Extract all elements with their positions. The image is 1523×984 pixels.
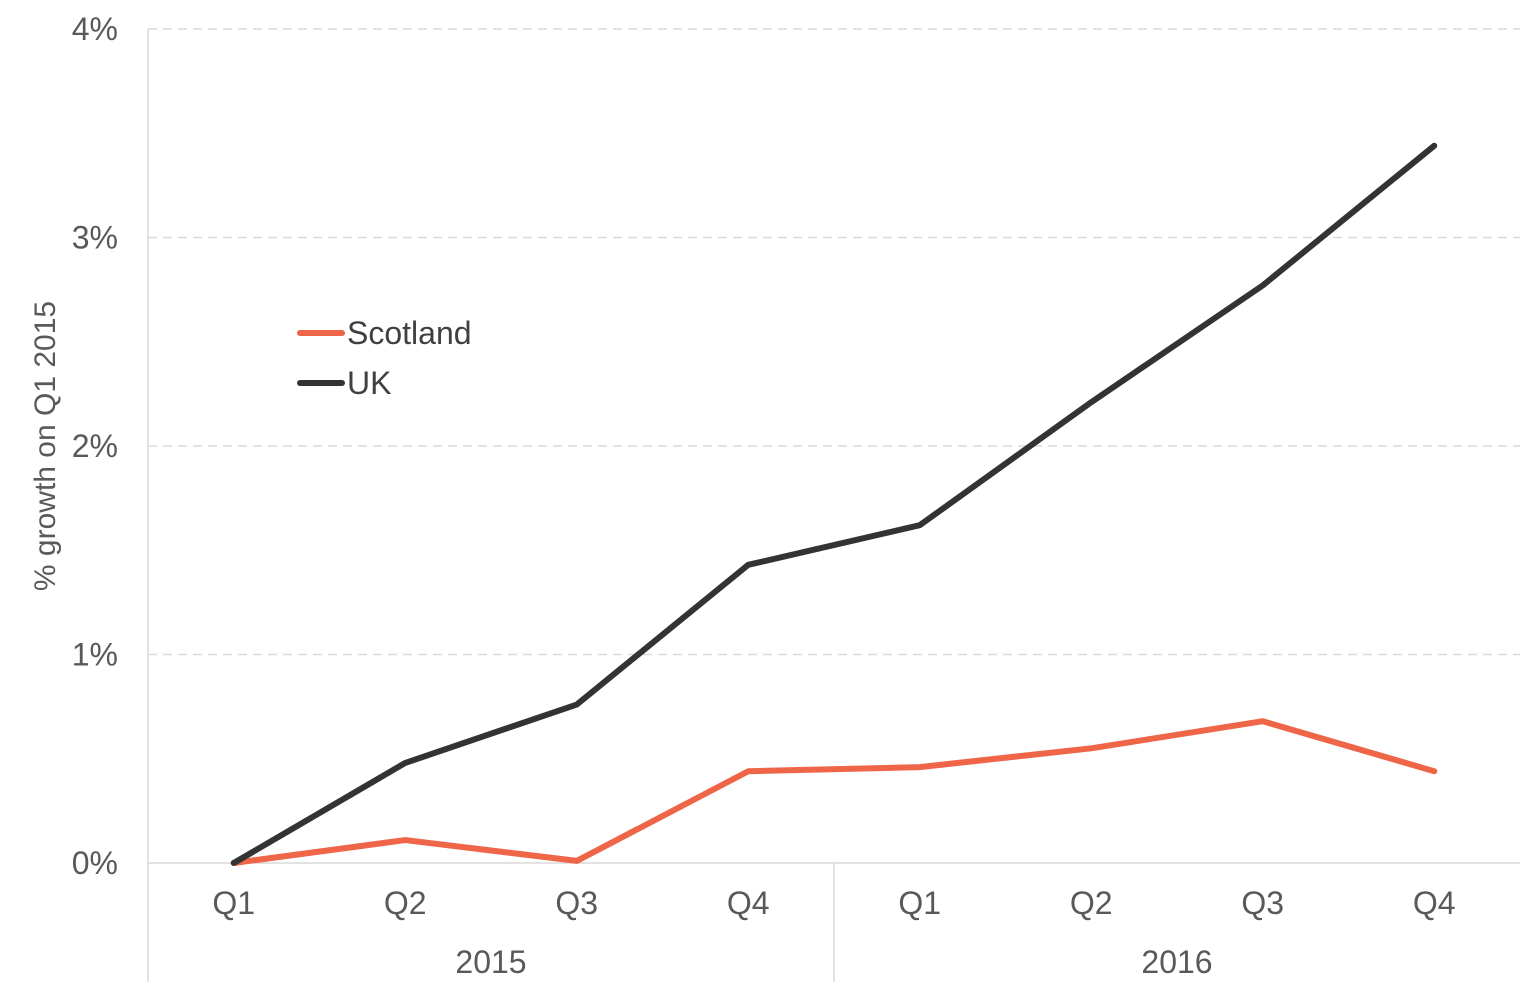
year-group-labels: 2015 2016 bbox=[455, 944, 1212, 980]
y-axis-title: % growth on Q1 2015 bbox=[29, 301, 62, 591]
y-tick-label: 2% bbox=[72, 428, 118, 464]
x-tick-label: Q4 bbox=[1413, 885, 1456, 921]
y-tick-label: 1% bbox=[72, 637, 118, 673]
x-tick-label: Q3 bbox=[1241, 885, 1284, 921]
series-line-scotland bbox=[230, 718, 1438, 866]
x-tick-label: Q1 bbox=[898, 885, 941, 921]
legend-label-uk: UK bbox=[347, 365, 391, 401]
y-tick-labels: 0% 1% 2% 3% 4% bbox=[72, 11, 118, 881]
x-tick-label: Q2 bbox=[1070, 885, 1113, 921]
legend: Scotland UK bbox=[297, 315, 472, 401]
gridlines bbox=[148, 28, 1520, 656]
axes bbox=[147, 29, 1520, 982]
y-tick-label: 0% bbox=[72, 845, 118, 881]
legend-label-scotland: Scotland bbox=[347, 315, 472, 351]
series-lines bbox=[230, 142, 1438, 866]
x-tick-label: Q3 bbox=[555, 885, 598, 921]
x-tick-label: Q2 bbox=[384, 885, 427, 921]
y-tick-label: 4% bbox=[72, 11, 118, 47]
x-tick-label: Q4 bbox=[727, 885, 770, 921]
series-line-uk bbox=[230, 142, 1438, 866]
x-tick-label: Q1 bbox=[212, 885, 255, 921]
year-group-label: 2015 bbox=[455, 944, 526, 980]
y-tick-label: 3% bbox=[72, 220, 118, 256]
x-tick-labels: Q1 Q2 Q3 Q4 Q1 Q2 Q3 Q4 bbox=[212, 885, 1455, 921]
year-group-label: 2016 bbox=[1141, 944, 1212, 980]
